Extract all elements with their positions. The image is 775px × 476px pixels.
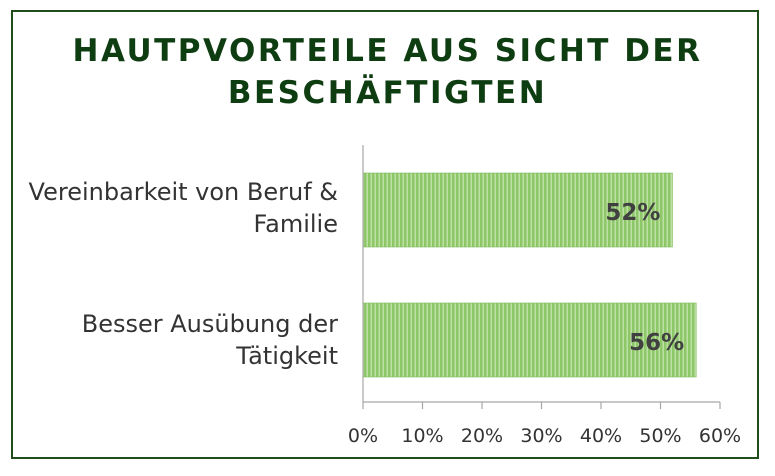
x-tick-label: 10%: [401, 425, 443, 447]
x-tick-label: 30%: [520, 425, 562, 447]
category-label-ausuebung: Besser Ausübung der Tätigkeit: [0, 308, 338, 372]
category-label-vereinbarkeit: Vereinbarkeit von Beruf & Familie: [0, 176, 338, 240]
chart-title: HAUTPVORTEILE AUS SICHT DER BESCHÄFTIGTE…: [0, 30, 775, 114]
category-label-line: Familie: [253, 210, 338, 238]
x-tick-label: 50%: [639, 425, 681, 447]
category-label-line: Vereinbarkeit von Beruf &: [28, 178, 338, 206]
x-tick-label: 20%: [461, 425, 503, 447]
x-tick-label: 40%: [580, 425, 622, 447]
data-label-0: 52%: [605, 200, 660, 226]
chart-title-line-1: HAUTPVORTEILE AUS SICHT DER: [72, 33, 703, 69]
x-tick-label: 60%: [699, 425, 741, 447]
bars-layer: [362, 172, 697, 378]
bar-0: [362, 172, 673, 248]
bar-1: [362, 302, 697, 378]
data-label-1: 56%: [629, 330, 684, 356]
category-label-line: Besser Ausübung der: [81, 310, 338, 338]
data-labels-layer: 52% 56%: [605, 200, 684, 356]
chart-title-line-2: BESCHÄFTIGTEN: [227, 75, 548, 111]
x-axis: 0% 10% 20% 30% 40% 50% 60%: [348, 145, 741, 447]
category-label-line: Tätigkeit: [236, 342, 338, 370]
x-tick-label: 0%: [348, 425, 378, 447]
